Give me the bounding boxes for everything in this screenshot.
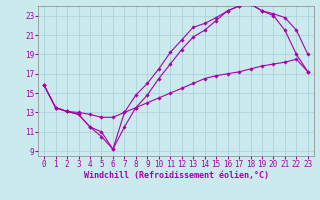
X-axis label: Windchill (Refroidissement éolien,°C): Windchill (Refroidissement éolien,°C) bbox=[84, 171, 268, 180]
